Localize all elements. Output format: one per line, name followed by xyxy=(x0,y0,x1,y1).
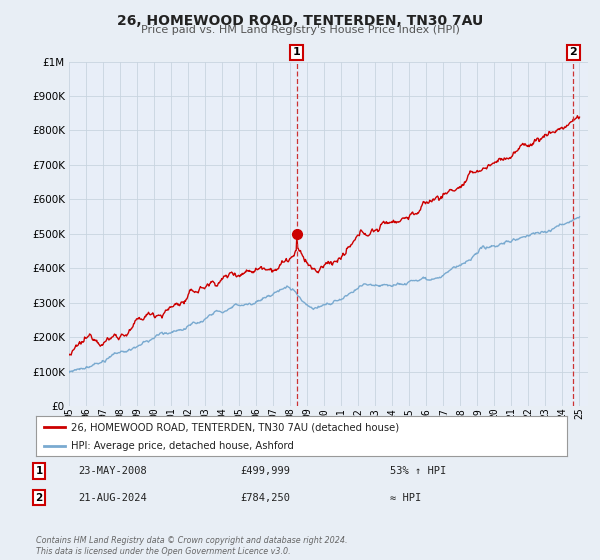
Text: Contains HM Land Registry data © Crown copyright and database right 2024.
This d: Contains HM Land Registry data © Crown c… xyxy=(36,536,347,556)
Text: £499,999: £499,999 xyxy=(240,466,290,476)
Text: 1: 1 xyxy=(35,466,43,476)
Text: 2: 2 xyxy=(569,48,577,58)
Text: HPI: Average price, detached house, Ashford: HPI: Average price, detached house, Ashf… xyxy=(71,441,293,451)
Text: 26, HOMEWOOD ROAD, TENTERDEN, TN30 7AU (detached house): 26, HOMEWOOD ROAD, TENTERDEN, TN30 7AU (… xyxy=(71,422,398,432)
Text: 26, HOMEWOOD ROAD, TENTERDEN, TN30 7AU: 26, HOMEWOOD ROAD, TENTERDEN, TN30 7AU xyxy=(117,14,483,28)
Text: 1: 1 xyxy=(293,48,301,58)
Text: 2: 2 xyxy=(35,493,43,503)
Text: Price paid vs. HM Land Registry's House Price Index (HPI): Price paid vs. HM Land Registry's House … xyxy=(140,25,460,35)
Text: ≈ HPI: ≈ HPI xyxy=(390,493,421,503)
Text: £784,250: £784,250 xyxy=(240,493,290,503)
Text: 21-AUG-2024: 21-AUG-2024 xyxy=(78,493,147,503)
Text: 53% ↑ HPI: 53% ↑ HPI xyxy=(390,466,446,476)
Text: 23-MAY-2008: 23-MAY-2008 xyxy=(78,466,147,476)
